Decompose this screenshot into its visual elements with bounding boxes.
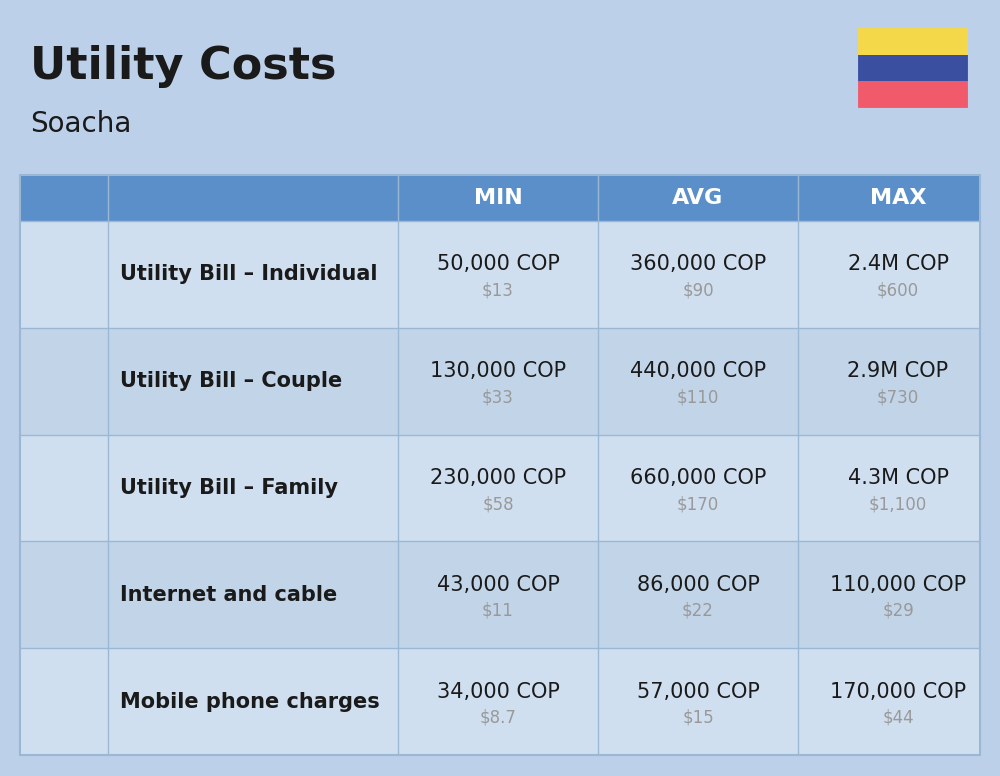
Text: 230,000 COP: 230,000 COP (430, 468, 566, 488)
Text: Internet and cable: Internet and cable (120, 585, 337, 605)
Text: 2.4M COP: 2.4M COP (848, 255, 948, 275)
Text: $29: $29 (882, 602, 914, 620)
Text: $11: $11 (482, 602, 514, 620)
Text: Utility Costs: Utility Costs (30, 45, 336, 88)
Text: MIN: MIN (474, 188, 522, 208)
Text: $58: $58 (482, 495, 514, 513)
Bar (20, 221, 980, 327)
Text: 170,000 COP: 170,000 COP (830, 681, 966, 702)
Text: Utility Bill – Couple: Utility Bill – Couple (120, 371, 342, 391)
Bar (20, 327, 980, 435)
FancyBboxPatch shape (858, 28, 968, 54)
Text: Utility Bill – Individual: Utility Bill – Individual (120, 265, 378, 284)
Bar (20, 435, 980, 542)
Text: $8.7: $8.7 (480, 708, 516, 726)
Text: 130,000 COP: 130,000 COP (430, 361, 566, 381)
Text: 440,000 COP: 440,000 COP (630, 361, 766, 381)
Text: 86,000 COP: 86,000 COP (637, 575, 759, 594)
Text: 43,000 COP: 43,000 COP (437, 575, 559, 594)
Text: 660,000 COP: 660,000 COP (630, 468, 766, 488)
Text: 360,000 COP: 360,000 COP (630, 255, 766, 275)
Text: $600: $600 (877, 282, 919, 300)
Bar (20, 175, 980, 755)
Text: Utility Bill – Family: Utility Bill – Family (120, 478, 338, 498)
Text: 4.3M COP: 4.3M COP (848, 468, 948, 488)
Text: Mobile phone charges: Mobile phone charges (120, 691, 380, 712)
Text: $90: $90 (682, 282, 714, 300)
Text: $110: $110 (677, 388, 719, 406)
Text: $730: $730 (877, 388, 919, 406)
Bar (20, 175, 980, 221)
FancyBboxPatch shape (858, 54, 968, 81)
Text: $44: $44 (882, 708, 914, 726)
Text: 34,000 COP: 34,000 COP (437, 681, 559, 702)
Text: MAX: MAX (870, 188, 926, 208)
Text: 2.9M COP: 2.9M COP (847, 361, 949, 381)
Text: $1,100: $1,100 (869, 495, 927, 513)
Text: $170: $170 (677, 495, 719, 513)
Text: 110,000 COP: 110,000 COP (830, 575, 966, 594)
Text: 57,000 COP: 57,000 COP (637, 681, 759, 702)
Text: Soacha: Soacha (30, 110, 131, 138)
FancyBboxPatch shape (858, 81, 968, 108)
Text: AVG: AVG (672, 188, 724, 208)
Text: 50,000 COP: 50,000 COP (437, 255, 559, 275)
Text: $33: $33 (482, 388, 514, 406)
Bar (20, 542, 980, 648)
Text: $22: $22 (682, 602, 714, 620)
Text: $15: $15 (682, 708, 714, 726)
Bar (20, 648, 980, 755)
Text: $13: $13 (482, 282, 514, 300)
